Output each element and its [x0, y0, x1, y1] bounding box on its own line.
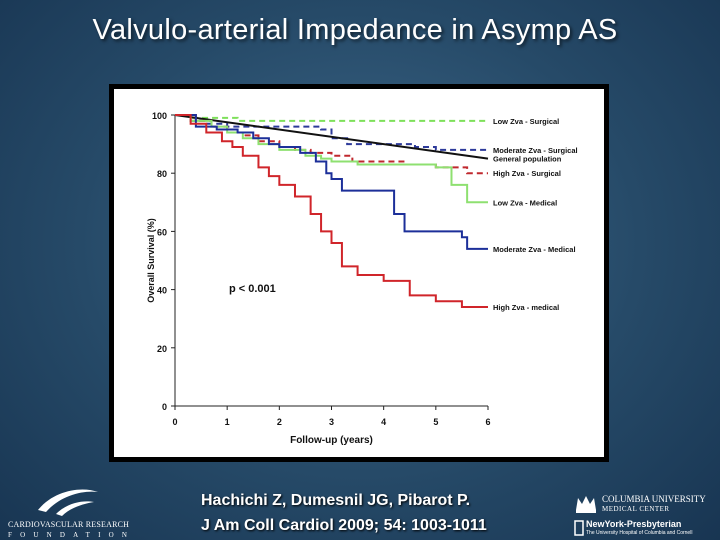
x-tick-label: 1	[225, 417, 230, 427]
series-label: High Zva - Surgical	[493, 169, 561, 178]
y-axis-label: Overall Survival (%)	[146, 218, 156, 303]
crf-sub: FOUNDATION	[8, 531, 136, 539]
series-line	[175, 114, 488, 151]
nyp-sub: The University Hospital of Columbia and …	[586, 530, 693, 536]
y-tick-label: 40	[157, 286, 167, 296]
columbia-nyp-logo: COLUMBIA UNIVERSITY MEDICAL CENTER NewYo…	[572, 492, 720, 540]
nyp-name: NewYork-Presbyterian	[586, 519, 682, 529]
series-label: General population	[493, 155, 562, 164]
x-axis-label: Follow-up (years)	[290, 435, 373, 446]
y-tick-label: 20	[157, 344, 167, 354]
series-label: Low Zva - Surgical	[493, 117, 559, 126]
slide-title: Valvulo-arterial Impedance in Asymp AS	[92, 14, 618, 46]
crf-logo: CARDIOVASCULAR RESEARCH FOUNDATION	[4, 484, 134, 540]
y-tick-label: 60	[157, 227, 167, 237]
citation-journal: J Am Coll Cardiol 2009; 54: 1003-1011	[201, 517, 487, 534]
x-tick-label: 2	[277, 417, 282, 427]
nyp-mark-icon	[574, 520, 584, 536]
series-label: Moderate Zva - Surgical	[493, 146, 578, 155]
series-line	[174, 114, 489, 160]
x-tick-label: 3	[329, 417, 334, 427]
chart-svg: 0 20 40 60 80 100 0 1 2 3 4 5 6 Follow-up (years) Over…	[146, 111, 578, 446]
y-tick-label: 100	[152, 111, 167, 121]
series-label: High Zva - medical	[493, 303, 559, 312]
citation: Hachichi Z, Dumesnil JG, Pibarot P. J Am…	[201, 488, 487, 538]
columbia-sub: MEDICAL CENTER	[602, 505, 670, 513]
series-line	[175, 114, 488, 309]
crf-swoosh-icon	[38, 489, 98, 516]
series-label: Moderate Zva - Medical	[493, 245, 576, 254]
series-line	[175, 114, 488, 204]
survival-chart: 0 20 40 60 80 100 0 1 2 3 4 5 6 Follow-up (years) Over…	[114, 89, 604, 457]
x-tick-label: 5	[433, 417, 438, 427]
x-tick-label: 4	[381, 417, 386, 427]
series-label: Low Zva - Medical	[493, 198, 557, 207]
series-line	[175, 114, 488, 122]
x-tick-label: 6	[485, 417, 490, 427]
y-tick-label: 80	[157, 169, 167, 179]
crown-icon	[576, 496, 596, 513]
series-line	[175, 114, 488, 250]
x-tick-label: 0	[172, 417, 177, 427]
columbia-name: COLUMBIA UNIVERSITY	[602, 494, 706, 504]
crf-name: CARDIOVASCULAR RESEARCH	[8, 520, 130, 529]
citation-authors: Hachichi Z, Dumesnil JG, Pibarot P.	[201, 492, 471, 509]
p-value-annotation: p < 0.001	[229, 283, 276, 295]
y-tick-label: 0	[162, 402, 167, 412]
